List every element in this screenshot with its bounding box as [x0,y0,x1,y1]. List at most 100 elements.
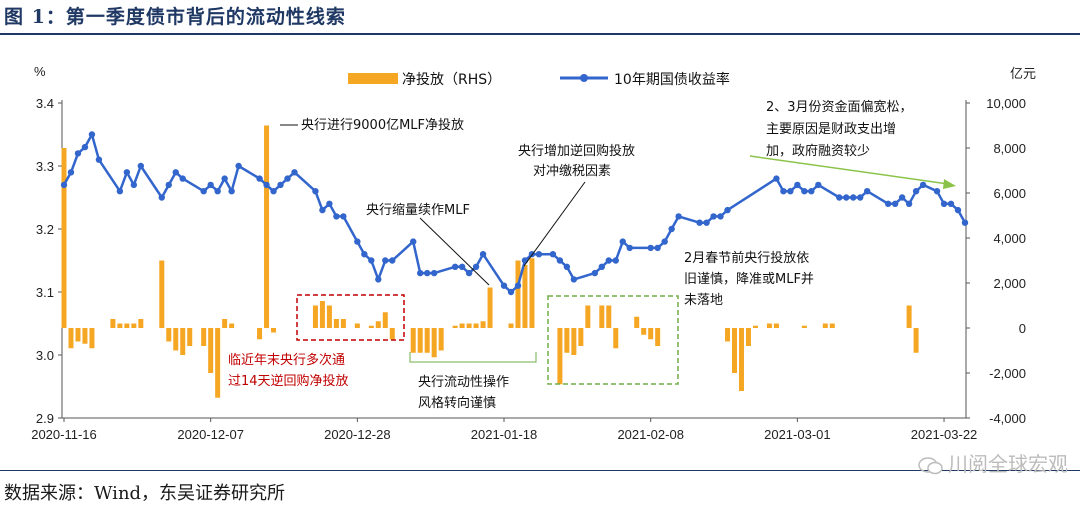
yield-point [410,238,417,245]
yield-point [780,188,787,195]
net-injection-bar [459,323,465,328]
net-injection-bar [473,323,479,328]
yield-point [263,181,270,189]
yield-point [598,263,605,270]
y-right-tick-label: -2,000 [989,366,1026,381]
net-injection-bar [173,328,179,351]
yield-point [549,251,557,258]
y-left-unit: % [34,64,46,79]
yield-point [605,257,612,264]
net-injection-bar [822,323,828,328]
net-injection-bar [222,319,228,328]
yield-point [60,181,68,189]
net-injection-bar [159,260,165,328]
net-injection-bar [738,328,744,391]
net-injection-bar [515,260,521,328]
yield-point [228,188,235,195]
yield-point [919,181,927,189]
yield-point [857,194,864,201]
net-injection-bar [424,328,430,353]
annotation-cautious-2: 旧谨慎，降准或MLF并 [684,272,814,287]
legend-line-label: 10年期国债收益率 [614,71,730,88]
net-injection-bar [585,305,591,328]
yield-point [123,169,131,176]
net-injection-bar [354,323,360,328]
x-tick-label: 2020-12-28 [324,427,391,442]
yield-point [808,188,815,195]
net-injection-bar [466,323,472,328]
yield-point [333,213,340,220]
yield-point [319,206,326,214]
wechat-icon [918,456,943,474]
net-injection-bar [571,328,577,355]
net-injection-bar [906,305,912,328]
yield-point [696,219,703,226]
net-injection-bar [340,319,346,328]
yield-point [479,251,487,258]
net-injection-bar [257,328,263,340]
x-ticks: 2020-11-16 2020-12-07 2020-12-28 2021-01-18… [31,418,977,442]
y-right-ticks: -4,000 -2,000 0 2,000 4,000 6,000 8,000 10,000 [966,96,1026,426]
yield-point [794,181,801,189]
yield-point [947,200,955,207]
net-injection-bar [752,325,758,328]
yield-point [500,282,508,289]
yield-point [389,257,396,264]
net-injection-bar [557,328,563,385]
net-injection-bar [180,328,186,355]
net-injection-bar [522,265,528,328]
yield-point [375,276,382,283]
yield-point [710,213,717,220]
y-right-tick-label: 2,000 [993,276,1026,291]
yield-point [284,175,291,182]
yield-point [95,156,103,163]
y-right-tick-label: 0 [1019,321,1026,336]
yield-point [912,188,920,195]
y-right-tick-label: 6,000 [993,186,1026,201]
yield-point [116,188,124,195]
source-note: 数据来源：Wind，东吴证券研究所 [4,483,286,504]
net-injection-bar [773,323,779,328]
yield-point [612,257,619,264]
net-injection-bar [333,319,339,328]
yield-point [815,181,822,189]
net-injection-bar [613,328,619,349]
watermark-text: 川阅全球宏观 [948,452,1068,476]
yield-point [514,282,522,289]
liquidity-chart: 2.9 3.0 3.1 3.2 3.3 3.4 -4,000 -2,000 0 2,000 4,0… [31,64,1036,442]
net-injection-bar [417,328,423,353]
yield-point [472,263,480,270]
yield-point [221,175,228,182]
annotation-cautious-3: 未落地 [684,293,723,308]
y-right-tick-label: -4,000 [989,411,1026,426]
mlf-shrink-callout-line [419,217,490,286]
yield-point [787,188,794,195]
yield-point [81,143,89,151]
net-injection-bar [913,328,919,353]
yield-point [724,206,731,214]
pre-spring-festival-highlight-box [547,295,679,385]
net-injection-bar [410,328,416,353]
year-end-highlight-box [296,294,405,341]
yield-point [954,206,962,214]
yield-point [74,150,82,157]
annotation-style-cautious-2: 风格转向谨慎 [418,395,496,411]
net-injection-bar [745,328,751,346]
yield-point [563,263,571,270]
net-injection-bar [319,301,325,328]
annotation-mlf-9000: 央行进行9000亿MLF净投放 [301,117,464,133]
net-injection-bar [389,328,395,340]
net-injection-bar [215,328,221,398]
yield-point [668,225,675,233]
yield-point [661,238,668,245]
net-injection-bar [82,328,88,344]
x-tick-label: 2021-02-08 [617,427,684,442]
title-rule [0,33,1080,35]
yield-point [898,194,906,201]
yield-point [277,181,284,189]
yield-point [556,257,564,264]
net-injection-bar [166,328,172,342]
yield-point [933,188,941,195]
yield-point [836,194,843,201]
yield-point [340,213,347,220]
